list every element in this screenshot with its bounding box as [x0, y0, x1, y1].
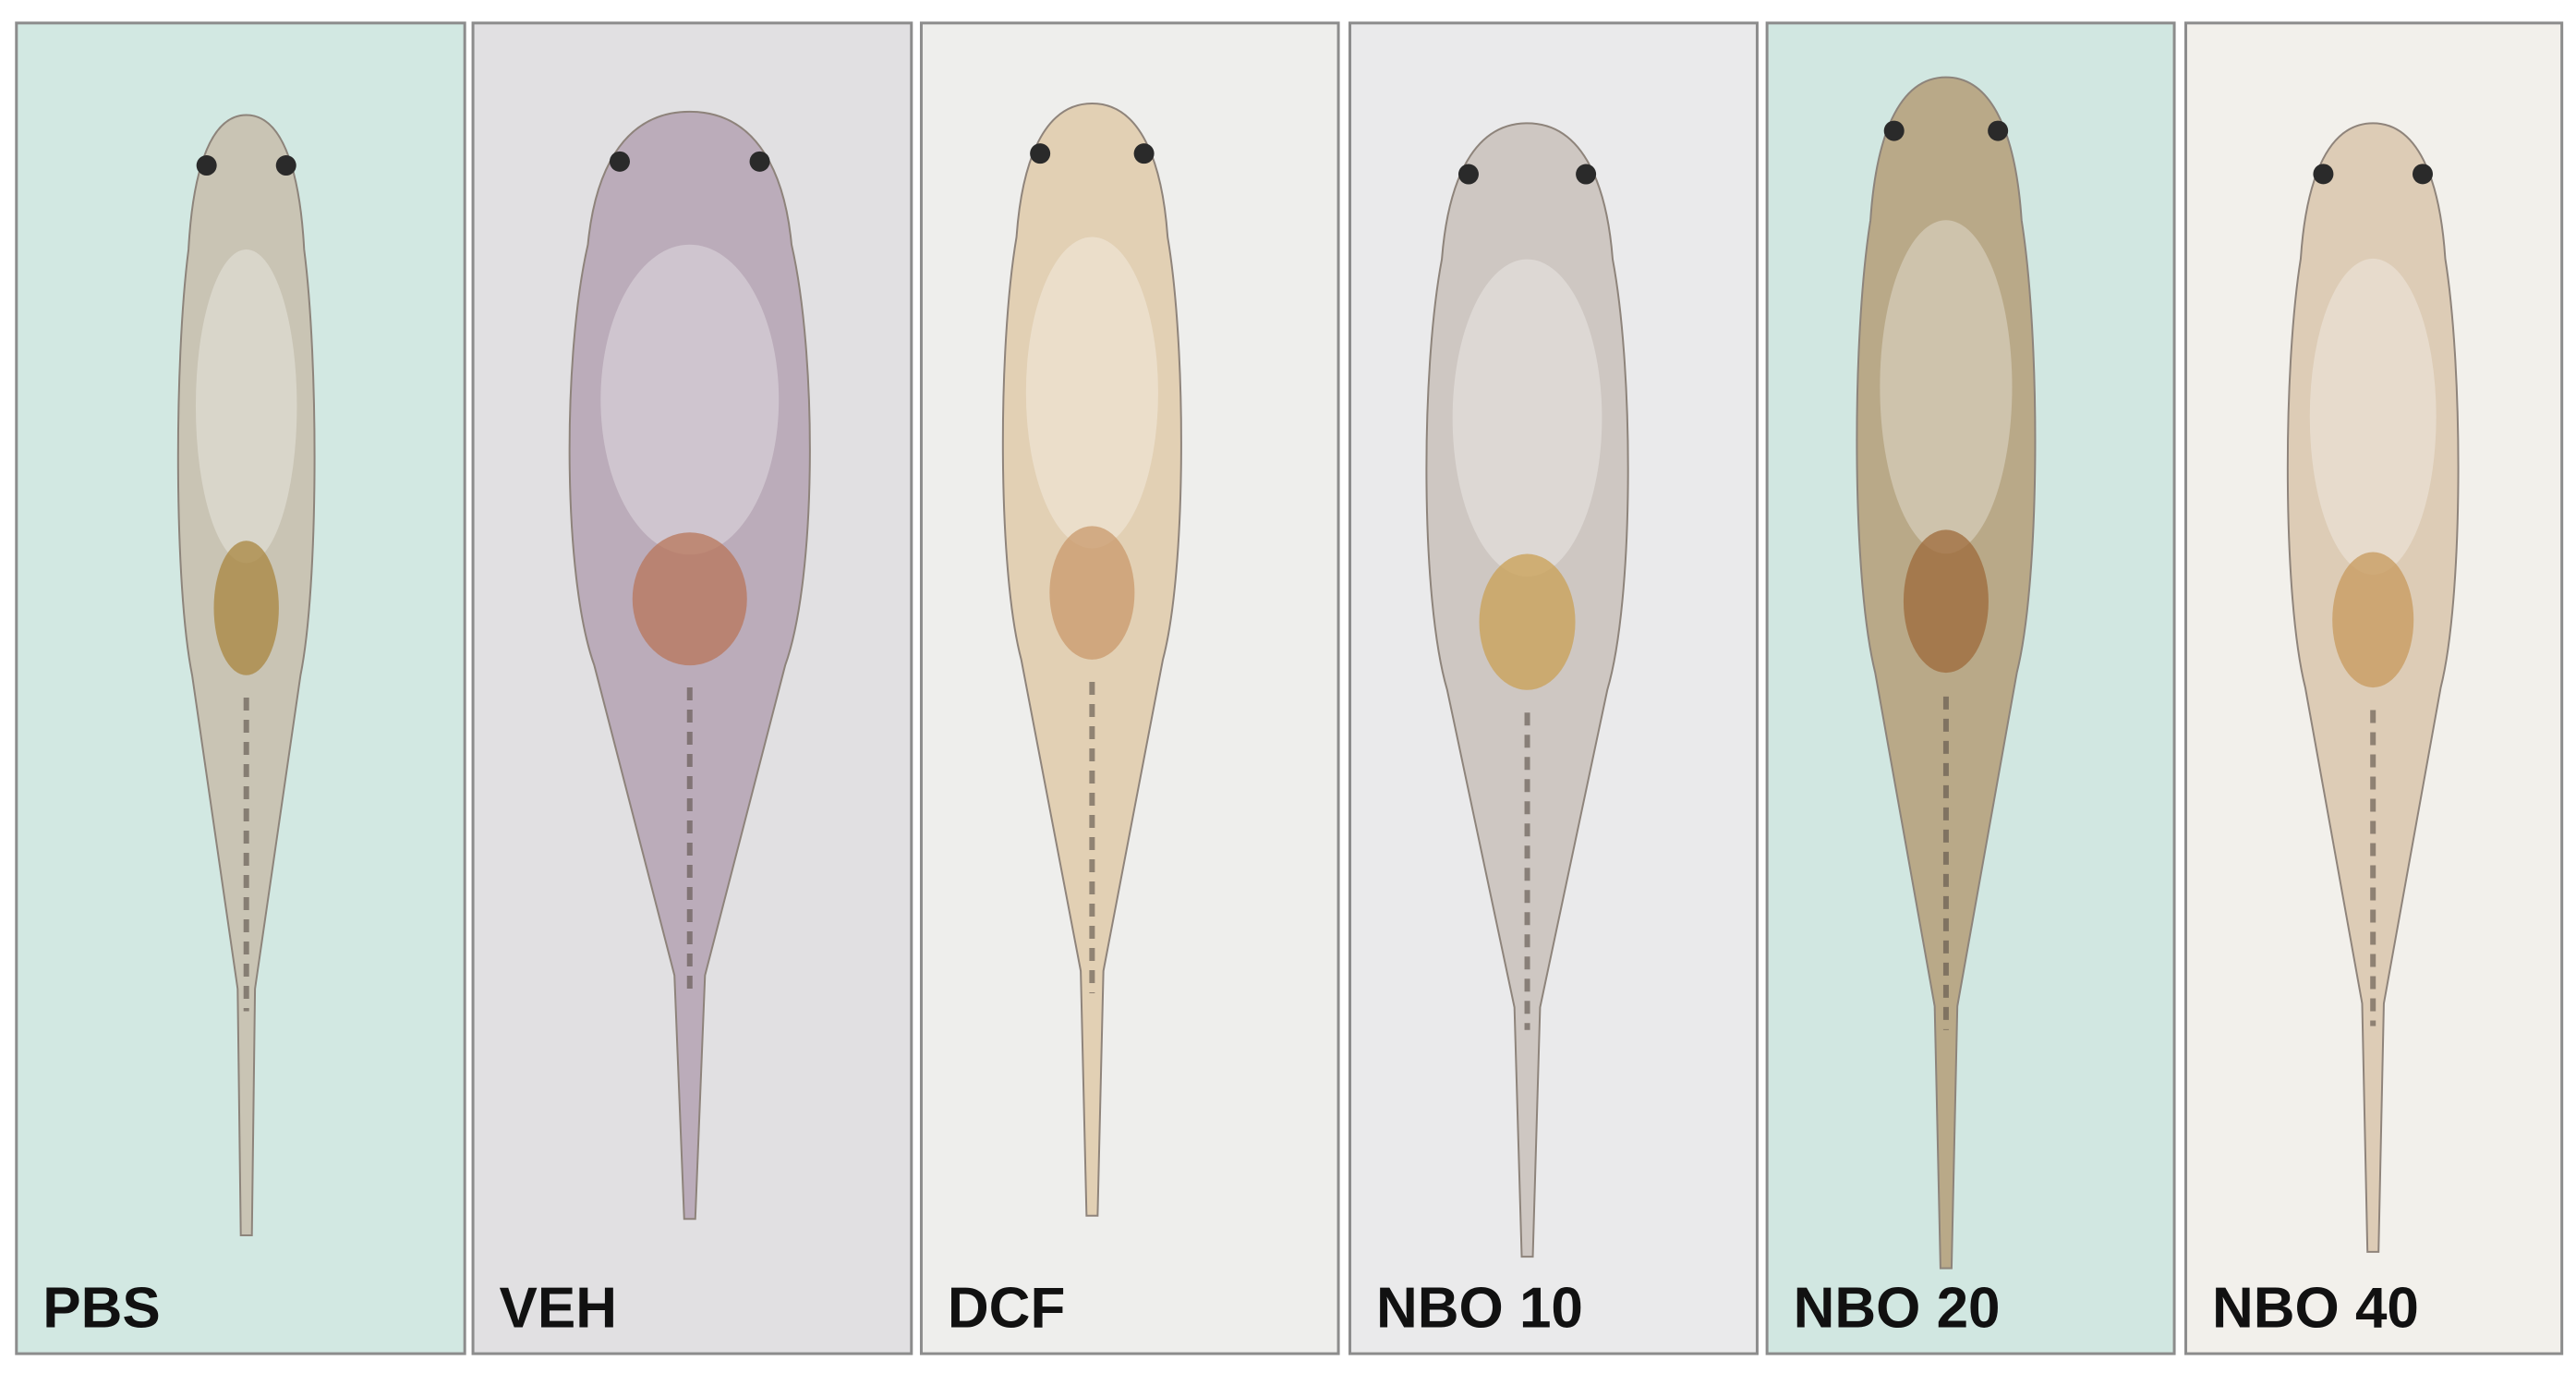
fish-organ — [1903, 529, 1989, 674]
fish-eye — [609, 151, 630, 172]
fish-eye — [1576, 164, 1597, 185]
panel: NBO 10 — [1348, 21, 1759, 1355]
panel-label: PBS — [42, 1277, 160, 1341]
fish-belly — [2309, 258, 2437, 575]
panel-label: NBO 40 — [2212, 1277, 2419, 1341]
fish-organ — [1479, 553, 1576, 690]
panel-label: VEH — [500, 1277, 617, 1341]
fish-eye — [1133, 143, 1155, 164]
fish-body — [568, 110, 811, 1221]
fish-organ — [1049, 526, 1135, 660]
fish-eye — [2412, 164, 2433, 185]
fish-eye — [2313, 164, 2334, 185]
fish-eye — [1030, 143, 1051, 164]
panel: PBS — [15, 21, 466, 1355]
fish-belly — [195, 249, 297, 564]
panel: VEH — [471, 21, 913, 1355]
fish-body — [2286, 122, 2460, 1253]
fish-eye — [1457, 164, 1479, 185]
fish-belly — [1880, 220, 2013, 554]
fish-eye — [1988, 120, 2009, 141]
panel: DCF — [919, 21, 1340, 1355]
panel-label: NBO 20 — [1794, 1277, 2001, 1341]
fish-belly — [600, 244, 780, 555]
fish-organ — [213, 541, 279, 675]
fish-eye — [1883, 120, 1905, 141]
panel-label: NBO 10 — [1376, 1277, 1583, 1341]
fish-organ — [2332, 552, 2414, 688]
fish-belly — [1452, 259, 1602, 577]
fish-eye — [275, 155, 296, 176]
fish-body — [1856, 76, 2037, 1270]
fish-eye — [196, 155, 217, 176]
panel: NBO 40 — [2184, 21, 2564, 1355]
panel-label: DCF — [948, 1277, 1065, 1341]
fish-body — [176, 114, 316, 1237]
fish-eye — [749, 151, 770, 172]
panel: NBO 20 — [1765, 21, 2176, 1355]
fish-organ — [632, 532, 747, 666]
fish-belly — [1025, 237, 1158, 549]
